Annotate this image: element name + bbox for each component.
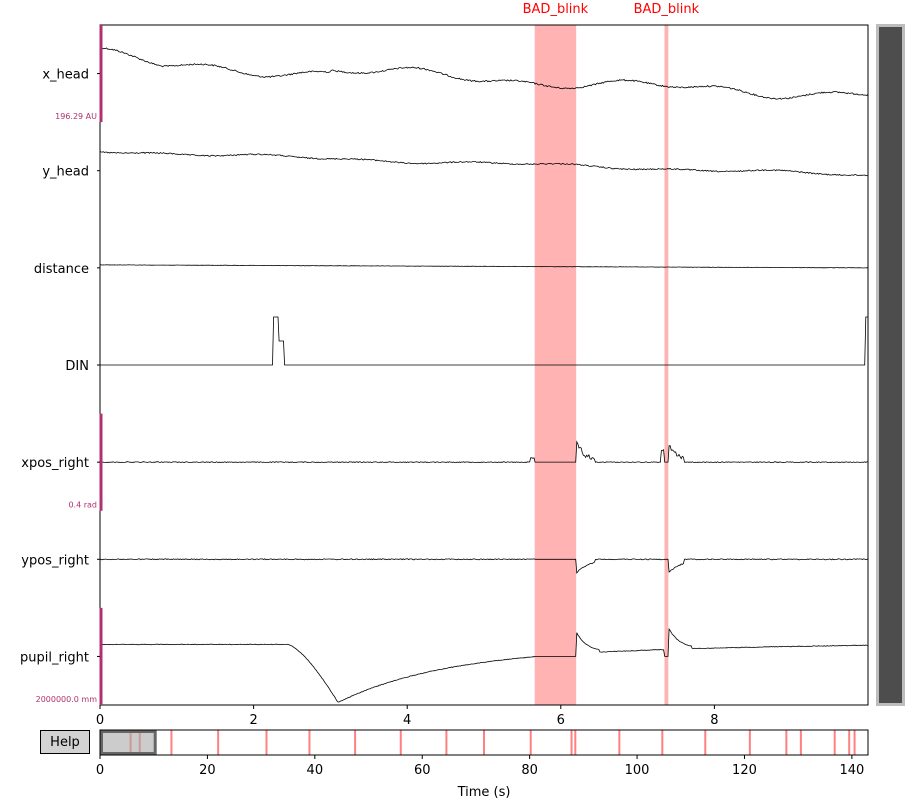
trace-y_head: [99, 151, 868, 177]
trace-DIN: [100, 316, 868, 366]
scale-label-x_head: 196.29 AU: [55, 112, 97, 121]
trace-x_head: [99, 47, 869, 100]
scale-label-xpos_right: 0.4 rad: [68, 501, 97, 510]
vertical-scrollbar-thumb[interactable]: [879, 27, 902, 703]
channel-labels[interactable]: x_head y_head distance DIN xpos_right ypos_ri…: [20, 68, 100, 666]
help-button[interactable]: Help: [40, 730, 90, 754]
channel-traces: [99, 47, 869, 703]
annotation-label-2: BAD_blink: [634, 2, 700, 17]
scale-bars: 196.29 AU 0.4 rad 2000000.0 mm: [36, 25, 103, 705]
main-tick-label: 2: [249, 713, 257, 728]
overview-annotations: [129, 730, 856, 755]
scale-label-pupil_right: 2000000.0 mm: [36, 695, 98, 704]
overview-tick-label: 20: [199, 763, 216, 778]
trace-distance: [99, 264, 869, 269]
main-tick-label: 0: [96, 713, 104, 728]
overview-tick-label: 40: [307, 763, 324, 778]
overview-tick-label: 80: [521, 763, 538, 778]
main-tick-label: 6: [557, 713, 565, 728]
overview-tick-label: 140: [839, 763, 864, 778]
overview-x-ticks: 0 20 40 60 80 100 120 140: [96, 755, 864, 778]
x-axis-label: Time (s): [457, 785, 511, 800]
annotation-labels: BAD_blink BAD_blink: [523, 2, 700, 17]
overview-tick-label: 0: [96, 763, 104, 778]
main-x-ticks: 0 2 4 6 8: [96, 705, 719, 728]
overview-view-window[interactable]: [100, 730, 157, 755]
trace-xpos_right: [99, 440, 869, 463]
channel-label-DIN[interactable]: DIN: [65, 359, 89, 374]
channel-label-x_head[interactable]: x_head: [42, 68, 89, 83]
channel-label-distance[interactable]: distance: [34, 262, 89, 277]
channel-label-xpos_right[interactable]: xpos_right: [21, 456, 89, 471]
overview-axes-frame[interactable]: [99, 729, 869, 756]
annotation-label-1: BAD_blink: [523, 2, 589, 17]
overview-tick-label: 100: [625, 763, 650, 778]
channel-label-y_head[interactable]: y_head: [42, 165, 89, 180]
channel-label-pupil_right[interactable]: pupil_right: [20, 650, 89, 665]
main-tick-label: 8: [710, 713, 718, 728]
overview-tick-label: 60: [414, 763, 431, 778]
overview-tick-label: 120: [732, 763, 757, 778]
channel-label-ypos_right[interactable]: ypos_right: [21, 553, 89, 568]
trace-pupil_right: [99, 627, 869, 703]
main-tick-label: 4: [403, 713, 411, 728]
trace-ypos_right: [99, 558, 869, 575]
